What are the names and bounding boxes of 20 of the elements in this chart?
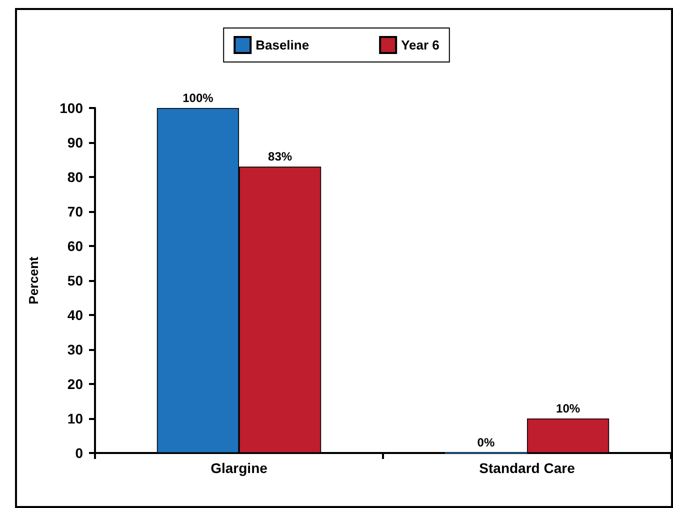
- y-tick-label: 0: [75, 445, 84, 461]
- legend-label: Year 6: [401, 38, 440, 52]
- y-tick-label: 10: [67, 410, 84, 426]
- y-tick-label: 40: [67, 307, 84, 323]
- y-tick-label: 90: [67, 134, 84, 150]
- data-label: 100%: [182, 91, 214, 105]
- data-label: 83%: [268, 150, 292, 164]
- legend-label: Baseline: [256, 38, 310, 52]
- y-tick-label: 60: [67, 238, 84, 254]
- y-tick-label: 30: [67, 342, 84, 358]
- y-tick-label: 50: [67, 272, 84, 288]
- data-label: 10%: [556, 402, 580, 416]
- y-tick-label: 80: [67, 169, 84, 185]
- y-tick-label: 20: [67, 376, 84, 392]
- x-tick-label: Glargine: [210, 460, 268, 476]
- y-tick-label: 70: [67, 204, 84, 220]
- x-tick-label: Standard Care: [479, 460, 576, 476]
- y-axis-title: Percent: [26, 256, 41, 304]
- y-tick-label: 100: [60, 100, 84, 116]
- data-label: 0%: [477, 436, 495, 450]
